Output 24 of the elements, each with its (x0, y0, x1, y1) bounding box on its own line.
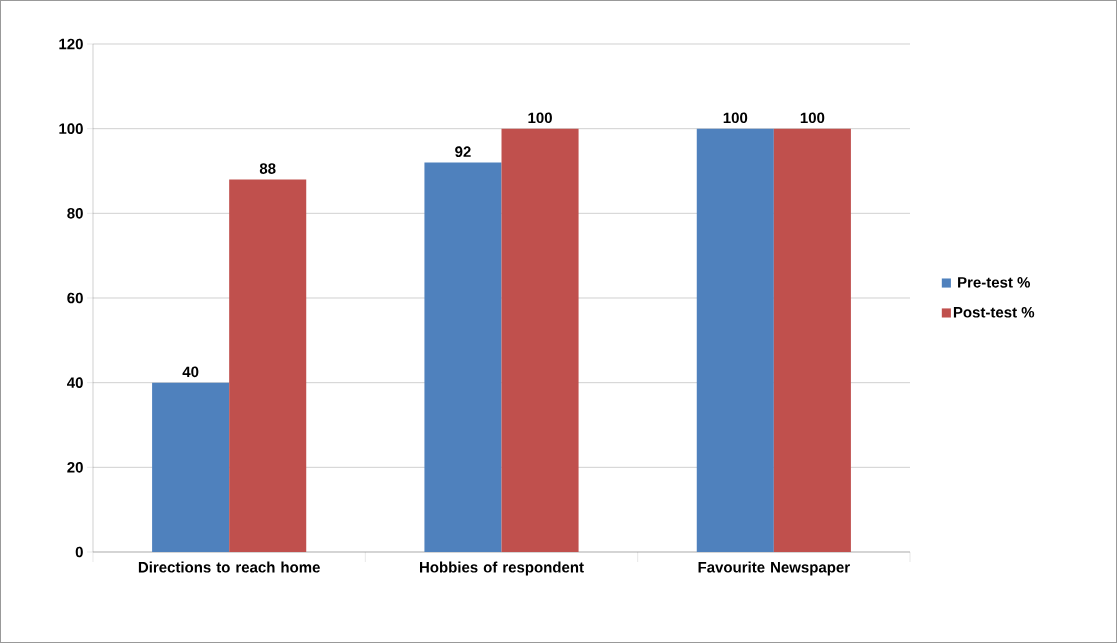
y-tick-label: 0 (75, 546, 83, 558)
bar (501, 128, 579, 552)
x-tick-label: Favourite Newspaper (698, 561, 850, 576)
data-label: 92 (455, 146, 471, 157)
data-label: 100 (528, 112, 552, 124)
data-label: 88 (259, 163, 276, 174)
data-label: 100 (800, 112, 825, 124)
bar (424, 162, 502, 552)
bar (773, 128, 851, 552)
y-tick-label: 100 (59, 123, 83, 134)
y-tick-label: 80 (67, 208, 83, 219)
bar (229, 179, 307, 552)
bar (696, 128, 774, 552)
legend-label: Pre-test % (958, 277, 1031, 288)
y-tick-label: 20 (67, 462, 83, 473)
x-tick-label: Directions to reach home (138, 561, 320, 573)
data-label: 100 (723, 112, 748, 124)
y-tick-label: 60 (67, 292, 83, 304)
y-tick-label: 120 (59, 38, 83, 50)
bar (152, 382, 230, 552)
legend-label: Post-test % (953, 307, 1035, 318)
data-label: 40 (182, 366, 199, 378)
y-tick-label: 40 (67, 377, 83, 388)
x-tick-label: Hobbies of respondent (420, 561, 584, 576)
